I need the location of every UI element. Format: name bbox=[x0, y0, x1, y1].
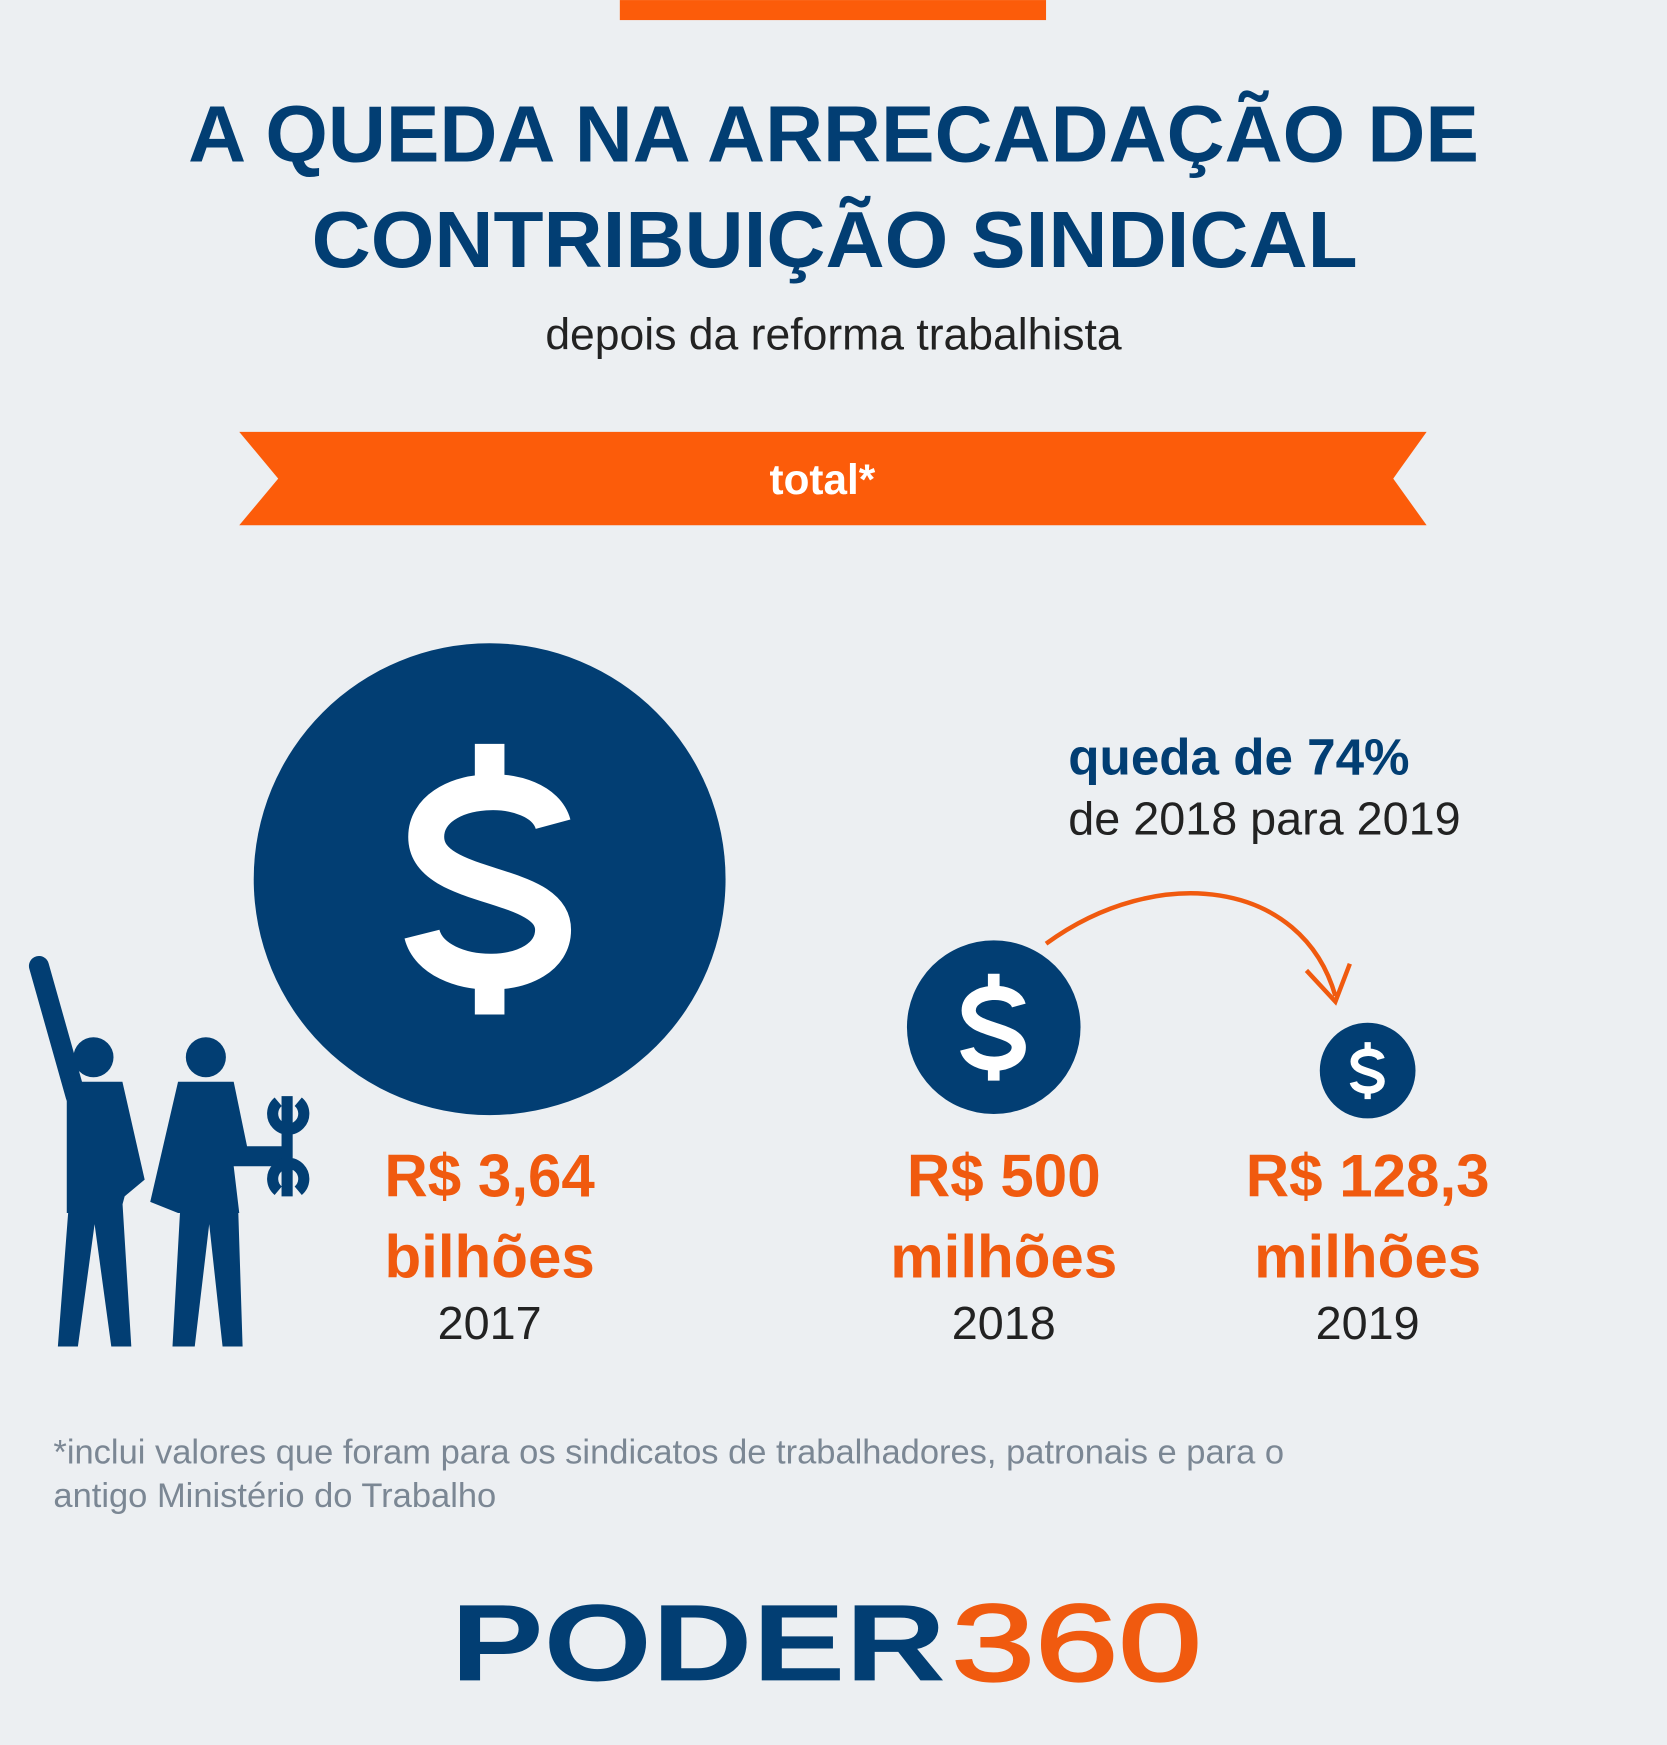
callout-headline: queda de 74% bbox=[1068, 729, 1409, 786]
unit: bilhões bbox=[384, 1224, 594, 1291]
top-bar bbox=[619, 0, 1047, 21]
year: 2017 bbox=[438, 1297, 542, 1349]
footnote: *inclui valores que foram para os sindic… bbox=[53, 1433, 1284, 1471]
year: 2018 bbox=[952, 1297, 1056, 1349]
title: CONTRIBUIÇÃO SINDICAL bbox=[312, 194, 1358, 284]
workers-icon bbox=[28, 955, 310, 1347]
logo-360: 360 bbox=[951, 1582, 1201, 1704]
callout-detail: de 2018 para 2019 bbox=[1068, 793, 1460, 845]
arrow-head bbox=[1304, 962, 1352, 1006]
unit: milhões bbox=[890, 1224, 1117, 1291]
banner-text: total* bbox=[770, 456, 876, 503]
title: A QUEDA NA ARRECADAÇÃO DE bbox=[188, 88, 1479, 178]
arrow bbox=[1044, 891, 1338, 997]
footnote: antigo Ministério do Trabalho bbox=[53, 1477, 496, 1515]
amount: R$ 500 bbox=[907, 1142, 1101, 1209]
banner bbox=[239, 431, 1427, 526]
amount: R$ 3,64 bbox=[384, 1142, 595, 1209]
year: 2019 bbox=[1316, 1297, 1420, 1349]
unit: milhões bbox=[1254, 1224, 1481, 1291]
subtitle: depois da reforma trabalhista bbox=[545, 310, 1122, 359]
amount: R$ 128,3 bbox=[1246, 1142, 1490, 1209]
logo-poder: PODER bbox=[451, 1582, 946, 1704]
